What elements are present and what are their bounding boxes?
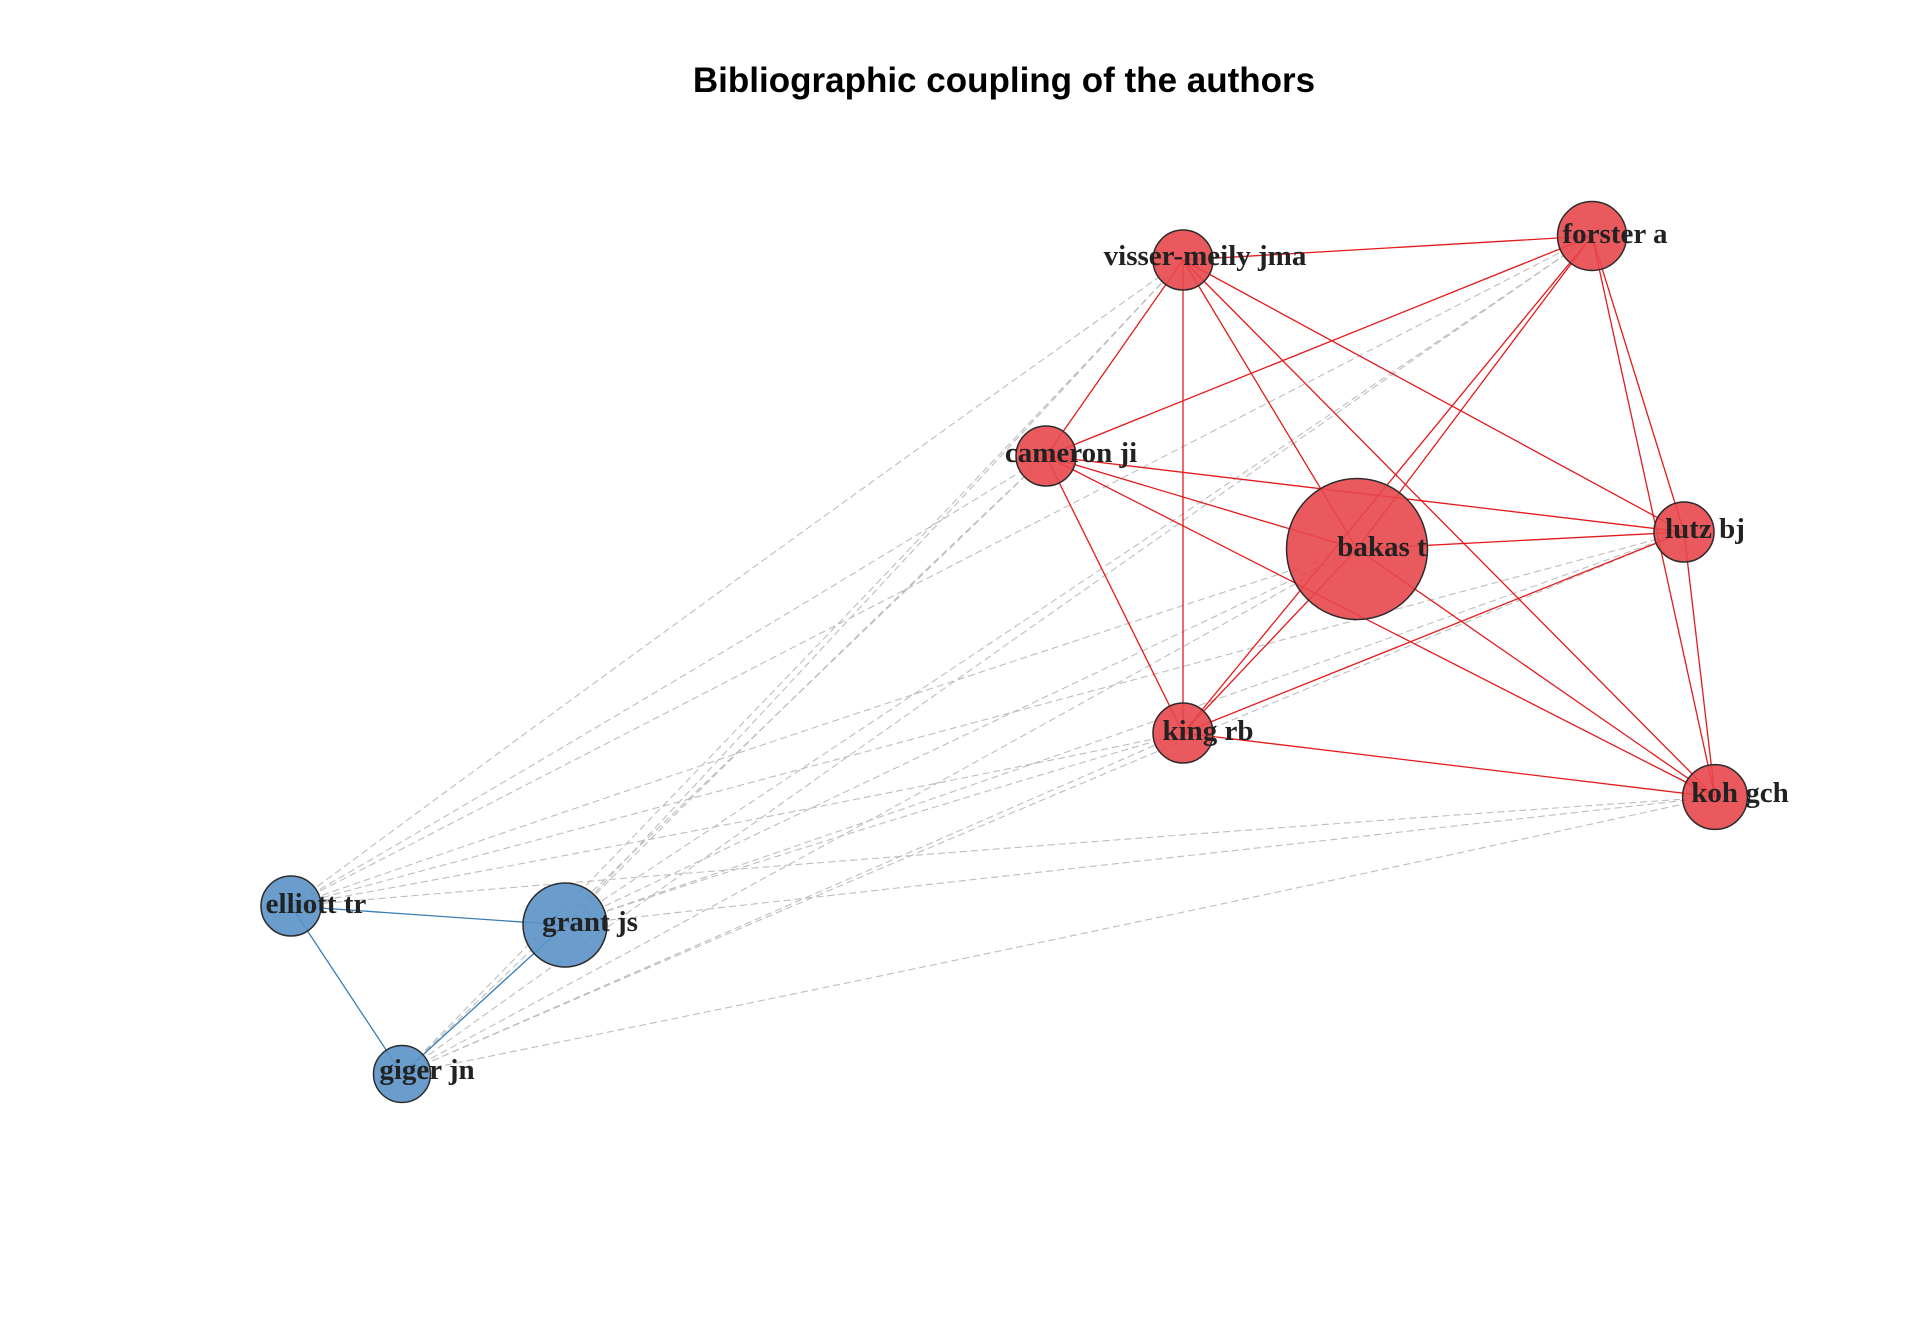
label-king-rb: king rb: [1162, 715, 1253, 747]
label-elliott-tr: elliott tr: [266, 888, 367, 920]
node-elliott-tr: [260, 875, 322, 937]
edge-forster-a-lutz-bj: [1591, 235, 1685, 533]
edge-visser-meily-jma-lutz-bj: [1182, 259, 1685, 533]
edge-giger-jn-visser-meily-jma: [401, 259, 1184, 1075]
edge-king-rb-koh-gch: [1182, 732, 1716, 798]
edge-giger-jn-forster-a: [401, 235, 1593, 1075]
edge-elliott-tr-king-rb: [290, 732, 1184, 907]
edge-elliott-tr-lutz-bj: [290, 531, 1685, 907]
label-koh-gch: koh gch: [1691, 777, 1789, 809]
edge-giger-jn-koh-gch: [401, 796, 1716, 1075]
node-koh-gch: [1681, 763, 1749, 831]
edge-elliott-tr-cameron-ji: [290, 455, 1047, 907]
inter-cluster-edges: [290, 235, 1716, 1075]
edge-grant-js-king-rb: [564, 732, 1184, 926]
edge-grant-js-koh-gch: [564, 796, 1716, 926]
author-labels: visser-meily jma forster a cameron ji bakas…: [266, 218, 1789, 1086]
label-giger-jn: giger jn: [379, 1054, 474, 1086]
edge-grant-js-forster-a: [564, 235, 1593, 926]
node-visser-meily-jma: [1152, 229, 1214, 291]
edge-grant-js-bakas-t: [564, 548, 1358, 926]
edge-lutz-bj-koh-gch: [1683, 531, 1716, 798]
label-visser-meily-jma: visser-meily jma: [1104, 240, 1307, 272]
edge-elliott-tr-bakas-t: [290, 548, 1358, 907]
label-forster-a: forster a: [1563, 218, 1668, 250]
edge-cameron-ji-king-rb: [1045, 455, 1184, 734]
edge-giger-jn-king-rb: [401, 732, 1184, 1075]
node-king-rb: [1152, 702, 1214, 764]
edge-visser-meily-jma-koh-gch: [1182, 259, 1716, 798]
label-cameron-ji: cameron ji: [1005, 437, 1137, 469]
plot-title: Bibliographic coupling of the authors: [693, 61, 1315, 100]
edge-lutz-bj-king-rb: [1182, 531, 1685, 734]
node-forster-a: [1556, 200, 1628, 272]
edge-elliott-tr-koh-gch: [290, 796, 1716, 907]
edge-visser-meily-jma-forster-a: [1182, 235, 1593, 261]
author-nodes: [260, 200, 1749, 1104]
node-lutz-bj: [1653, 501, 1715, 563]
label-lutz-bj: lutz bj: [1665, 513, 1745, 545]
node-grant-js: [522, 882, 608, 968]
edge-giger-jn-bakas-t: [401, 548, 1358, 1075]
edge-giger-jn-cameron-ji: [401, 455, 1047, 1075]
edge-cameron-ji-koh-gch: [1045, 455, 1716, 798]
node-bakas-t: [1285, 477, 1429, 621]
label-bakas-t: bakas t: [1337, 531, 1427, 563]
node-giger-jn: [372, 1044, 432, 1104]
label-grant-js: grant js: [542, 906, 638, 938]
edge-forster-a-cameron-ji: [1045, 235, 1593, 457]
edge-forster-a-king-rb: [1182, 235, 1593, 734]
edge-elliott-tr-forster-a: [290, 235, 1593, 907]
edge-grant-js-visser-meily-jma: [564, 259, 1184, 926]
edge-giger-jn-lutz-bj: [401, 531, 1685, 1075]
edge-forster-a-koh-gch: [1591, 235, 1716, 798]
node-cameron-ji: [1015, 425, 1077, 487]
edge-elliott-tr-visser-meily-jma: [290, 259, 1184, 907]
